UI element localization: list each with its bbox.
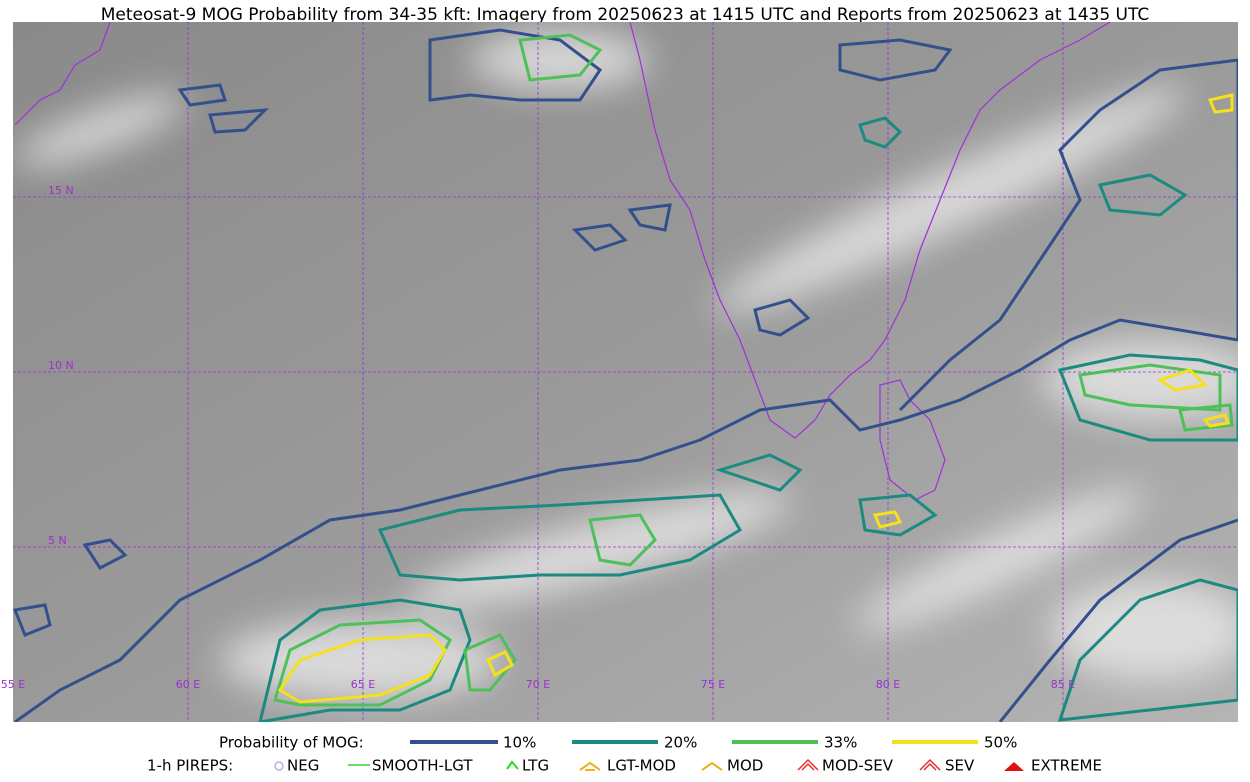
legend-label: SMOOTH-LGT <box>372 757 473 775</box>
cloud-streaks <box>15 30 1238 700</box>
graticule <box>13 22 1238 722</box>
pirep-icon <box>274 761 284 771</box>
longitude-label: 70 E <box>526 678 550 691</box>
longitude-label: 80 E <box>876 678 900 691</box>
longitude-label: 65 E <box>351 678 375 691</box>
legend-label: 33% <box>824 734 857 752</box>
title: Meteosat-9 MOG Probability from 34-35 kf… <box>101 5 1150 25</box>
latitude-label: 15 N <box>48 184 74 197</box>
legend-label: LTG <box>522 757 549 775</box>
legend-label: 50% <box>984 734 1017 752</box>
pirep-icon <box>919 758 941 771</box>
legend-label: 10% <box>503 734 536 752</box>
longitude-label: 75 E <box>701 678 725 691</box>
pirep-icon <box>579 761 601 771</box>
longitude-label: 85 E <box>1051 678 1075 691</box>
legend-label: NEG <box>287 757 319 775</box>
map-area <box>13 22 1238 722</box>
longitude-label: 55 E <box>1 678 25 691</box>
legend-title: 1-h PIREPS: <box>147 757 233 775</box>
legend-label: SEV <box>945 757 975 775</box>
contours <box>13 28 1238 722</box>
longitude-label: 60 E <box>176 678 200 691</box>
legend-label: EXTREME <box>1031 757 1102 775</box>
pirep-icon <box>701 761 723 771</box>
map-labels: 15 N 10 N 5 N 55 E 60 E 65 E 70 E 75 E 8… <box>1 184 1075 691</box>
legend: Probability of MOG: 10% 20% 33% 50% 1-h … <box>147 734 1102 775</box>
legend-label: MOD-SEV <box>822 757 894 775</box>
pirep-icon <box>506 760 519 770</box>
legend-title: Probability of MOG: <box>219 734 364 752</box>
legend-label: 20% <box>664 734 697 752</box>
legend-label: MOD <box>727 757 763 775</box>
latitude-label: 5 N <box>48 534 67 547</box>
pirep-icon <box>797 758 819 771</box>
pirep-icon <box>1004 762 1024 771</box>
coastline <box>14 22 1111 501</box>
latitude-label: 10 N <box>48 359 74 372</box>
legend-label: LGT-MOD <box>607 757 676 775</box>
